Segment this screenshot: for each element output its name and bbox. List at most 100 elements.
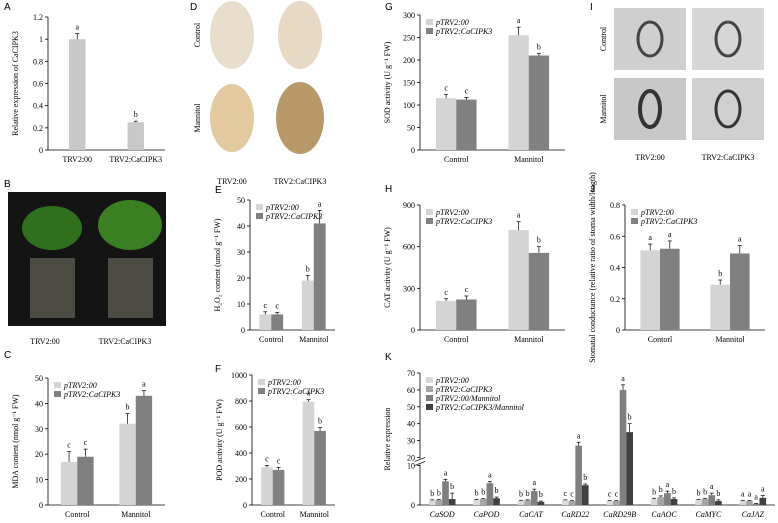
bar bbox=[517, 501, 525, 505]
x-tick-label: CaAOC bbox=[651, 510, 677, 519]
significance-letter: c bbox=[67, 441, 71, 450]
x-tick-label: CaCAT bbox=[519, 510, 543, 519]
y-tick-label: 10 bbox=[407, 461, 415, 470]
bar bbox=[301, 280, 314, 330]
y-tick-label: 50 bbox=[35, 374, 43, 383]
y-tick-label: 0.8 bbox=[33, 57, 43, 66]
significance-letter: c bbox=[277, 456, 281, 465]
significance-letter: a bbox=[75, 23, 79, 32]
x-tick-label: CaPOD bbox=[474, 510, 500, 519]
significance-letter: c bbox=[444, 84, 448, 93]
y-tick-label: 0.2 bbox=[610, 295, 620, 304]
legend-swatch bbox=[426, 209, 433, 215]
legend-label: pTRV2:00/Mannitol bbox=[435, 394, 501, 403]
y-axis-label: Relative expression bbox=[383, 408, 392, 471]
stoma bbox=[636, 20, 664, 58]
bar bbox=[313, 223, 326, 330]
bar bbox=[435, 499, 443, 505]
y-tick-label: 800 bbox=[235, 397, 247, 406]
significance-letter: b bbox=[495, 486, 499, 495]
legend-swatch bbox=[258, 388, 265, 394]
significance-letter: a bbox=[517, 16, 521, 25]
bar bbox=[428, 500, 436, 505]
photo-label: TRV2:00 bbox=[217, 177, 247, 186]
leaf bbox=[210, 84, 254, 152]
stoma-photo bbox=[614, 8, 686, 70]
significance-letter: a bbox=[761, 484, 765, 493]
legend-label: pTRV2:00 bbox=[435, 18, 469, 27]
y-tick-label: 0 bbox=[411, 501, 415, 510]
bar bbox=[626, 432, 633, 505]
x-tick-label: Control bbox=[261, 510, 286, 519]
bar bbox=[606, 501, 614, 505]
stoma bbox=[714, 89, 742, 129]
x-tick-label: Mannitol bbox=[514, 335, 544, 344]
y-tick-label: 0.6 bbox=[33, 80, 43, 89]
legend-swatch bbox=[426, 19, 433, 25]
bar bbox=[456, 299, 477, 330]
y-tick-label: 0 bbox=[243, 501, 247, 510]
significance-letter: b bbox=[539, 490, 543, 499]
legend-label: pTRV2:CaCIPK3 bbox=[435, 217, 492, 226]
leaf bbox=[276, 82, 324, 154]
significance-letter: a bbox=[668, 230, 672, 239]
y-tick-label: 200 bbox=[403, 56, 415, 65]
y-tick-label: 30 bbox=[237, 248, 245, 257]
significance-letter: b bbox=[716, 489, 720, 498]
legend-label: pTRV2:00 bbox=[435, 208, 469, 217]
y-tick-label: 300 bbox=[403, 284, 415, 293]
bar bbox=[710, 284, 730, 330]
legend-label: pTRV2:CaCIPK3 bbox=[435, 27, 492, 36]
bar bbox=[657, 497, 665, 505]
y-tick-label: 300 bbox=[403, 11, 415, 20]
bar bbox=[456, 99, 477, 150]
x-tick-label: Mannitol bbox=[715, 335, 745, 344]
bar bbox=[752, 503, 760, 505]
panel-label: K bbox=[385, 352, 392, 363]
x-tick-label: TRV2:CaCIPK3 bbox=[109, 155, 162, 164]
bar bbox=[528, 55, 550, 150]
panel-label: C bbox=[4, 350, 11, 361]
y-axis-label: Relative expression of CaCIPK3 bbox=[11, 31, 20, 136]
legend-label: pTRV2:00 bbox=[63, 381, 97, 390]
bar bbox=[581, 485, 589, 505]
x-tick-label: Control bbox=[259, 335, 284, 344]
significance-letter: b bbox=[430, 489, 434, 498]
significance-letter: b bbox=[306, 264, 310, 273]
plant bbox=[22, 206, 82, 250]
bar bbox=[60, 461, 78, 505]
significance-letter: b bbox=[134, 110, 138, 119]
x-tick-label: Mannitol bbox=[121, 510, 151, 519]
bar bbox=[715, 501, 722, 505]
y-tick-label: 1 bbox=[39, 35, 43, 44]
significance-letter: a bbox=[741, 490, 745, 499]
x-tick-label: CaMYC bbox=[696, 510, 722, 519]
significance-letter: b bbox=[672, 487, 676, 496]
stoma bbox=[638, 89, 662, 129]
y-tick-label: 400 bbox=[235, 449, 247, 458]
y-tick-label: 20 bbox=[35, 450, 43, 459]
significance-letter: c bbox=[570, 490, 574, 499]
y-tick-label: 1000 bbox=[231, 371, 247, 380]
significance-letter: b bbox=[537, 42, 541, 51]
x-tick-label: TRV2:00 bbox=[62, 155, 92, 164]
x-tick-label: Mannitol bbox=[300, 510, 330, 519]
legend-swatch bbox=[426, 218, 433, 224]
bar bbox=[568, 501, 576, 505]
plant bbox=[98, 200, 162, 250]
bar bbox=[127, 122, 144, 150]
row-label: Mannitol bbox=[193, 103, 202, 133]
photo-label: TRV2:CaCIPK3 bbox=[99, 337, 152, 346]
legend-label: pTRV2:CaCIPK3 bbox=[640, 217, 697, 226]
legend-swatch bbox=[426, 386, 433, 392]
bar bbox=[135, 395, 153, 505]
significance-letter: c bbox=[275, 302, 279, 311]
bar bbox=[562, 500, 569, 505]
significance-letter: a bbox=[532, 478, 536, 487]
y-tick-label: 20 bbox=[237, 274, 245, 283]
y-tick-label: 50 bbox=[407, 124, 415, 133]
x-tick-label: Control bbox=[444, 335, 469, 344]
y-tick-label: 10 bbox=[35, 476, 43, 485]
significance-letter: c bbox=[265, 454, 269, 463]
